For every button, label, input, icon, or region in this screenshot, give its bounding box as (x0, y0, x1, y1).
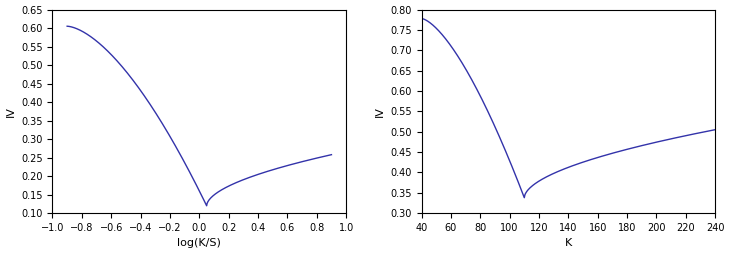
Y-axis label: IV: IV (6, 106, 15, 117)
X-axis label: log(K/S): log(K/S) (177, 239, 221, 248)
Y-axis label: IV: IV (374, 106, 385, 117)
X-axis label: K: K (565, 239, 572, 248)
